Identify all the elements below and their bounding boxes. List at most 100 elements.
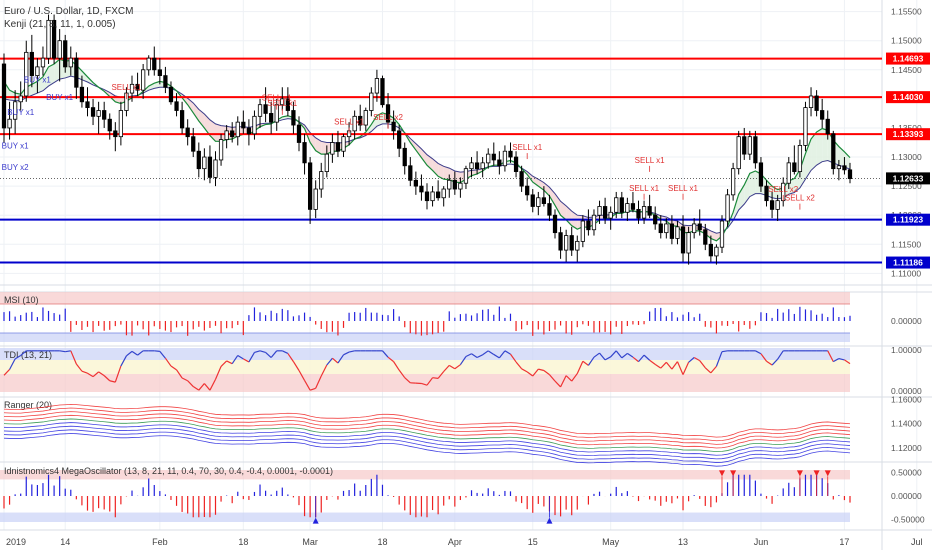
bullish-candle xyxy=(219,140,222,160)
bearish-candle xyxy=(793,163,796,172)
bullish-candle xyxy=(459,183,462,189)
tdi-line-segment xyxy=(154,351,160,352)
bearish-candle xyxy=(815,96,818,111)
bullish-candle xyxy=(442,189,445,198)
bearish-candle xyxy=(208,157,211,177)
bullish-candle xyxy=(537,198,540,207)
bearish-candle xyxy=(242,122,245,128)
bullish-candle xyxy=(481,163,484,169)
buy-signal-label: BUY x2 xyxy=(2,163,30,172)
msi-title: MSI (10) xyxy=(4,295,39,305)
bearish-candle xyxy=(587,221,590,230)
ranger-tick-label: 1.12000 xyxy=(891,443,922,453)
bullish-candle xyxy=(431,192,434,201)
x-tick-label: Feb xyxy=(152,537,168,547)
bullish-candle xyxy=(19,96,22,102)
x-tick-label: 2019 xyxy=(6,537,26,547)
bullish-candle xyxy=(809,96,812,108)
bullish-candle xyxy=(375,79,378,94)
bearish-candle xyxy=(648,206,651,215)
bearish-candle xyxy=(498,160,501,166)
price-tick-label: 1.11000 xyxy=(891,268,921,278)
bullish-candle xyxy=(147,58,150,70)
support-level-label: 1.11186 xyxy=(893,258,923,268)
price-tick-label: 1.11500 xyxy=(891,239,921,249)
bullish-candle xyxy=(731,169,734,195)
bearish-candle xyxy=(175,102,178,111)
bearish-candle xyxy=(180,111,183,128)
bearish-candle xyxy=(247,128,250,134)
bullish-candle xyxy=(8,119,11,128)
bullish-candle xyxy=(325,154,328,171)
bearish-candle xyxy=(475,163,478,169)
bearish-candle xyxy=(114,131,117,137)
bullish-candle xyxy=(626,204,629,213)
bullish-candle xyxy=(687,233,690,253)
bearish-candle xyxy=(492,154,495,160)
bullish-candle xyxy=(331,143,334,155)
bullish-candle xyxy=(665,224,668,233)
bearish-candle xyxy=(403,148,406,165)
tdi-title: TDI (13, 21) xyxy=(4,350,52,360)
bearish-candle xyxy=(186,128,189,137)
bullish-candle xyxy=(236,122,239,137)
bearish-candle xyxy=(414,180,417,186)
tdi-panel[interactable]: TDI (13, 21) xyxy=(0,348,850,392)
ema-cloud-segment xyxy=(321,141,327,154)
bullish-candle xyxy=(203,157,206,169)
bearish-candle xyxy=(548,204,551,216)
bearish-candle xyxy=(559,233,562,250)
bullish-candle xyxy=(448,180,451,189)
bearish-candle xyxy=(292,111,295,126)
bearish-candle xyxy=(553,215,556,232)
bearish-candle xyxy=(759,163,762,186)
resistance-level-label: 1.14693 xyxy=(893,54,924,64)
bullish-candle xyxy=(258,105,261,117)
sell-signal-label: SELL x1 xyxy=(512,143,542,152)
bearish-candle xyxy=(670,224,673,239)
x-tick-label: Mar xyxy=(302,537,318,547)
buy-signal-label: BUY x1 xyxy=(46,93,74,102)
bearish-candle xyxy=(392,122,395,131)
mega-title: Idnistnomics4 MegaOscillator (13, 8, 21,… xyxy=(4,466,333,476)
bullish-candle xyxy=(798,145,801,171)
bullish-candle xyxy=(370,93,373,110)
x-tick-label: 13 xyxy=(678,537,688,547)
bearish-candle xyxy=(197,151,200,168)
bearish-candle xyxy=(743,137,746,154)
price-tick-label: 1.15000 xyxy=(891,36,922,46)
bearish-candle xyxy=(620,198,623,213)
ema-cloud-segment xyxy=(750,171,756,197)
bullish-candle xyxy=(470,163,473,169)
bullish-candle xyxy=(642,206,645,218)
bullish-candle xyxy=(36,67,39,76)
bearish-candle xyxy=(102,111,105,120)
current-price-label: 1.12633 xyxy=(893,173,924,183)
bullish-candle xyxy=(804,108,807,146)
mega-tick-label: 0.50000 xyxy=(891,467,922,477)
bearish-candle xyxy=(514,157,517,172)
bearish-candle xyxy=(570,236,573,251)
x-tick-label: May xyxy=(602,537,620,547)
bullish-candle xyxy=(581,221,584,241)
bearish-candle xyxy=(509,151,512,157)
price-tick-label: 1.15500 xyxy=(891,7,922,17)
bullish-candle xyxy=(776,201,779,210)
bullish-candle xyxy=(598,206,601,215)
x-tick-label: 15 xyxy=(528,537,538,547)
bearish-candle xyxy=(297,125,300,142)
bearish-candle xyxy=(108,119,111,131)
buy-signal-label: BUY x1 xyxy=(2,141,30,150)
bullish-candle xyxy=(25,52,28,96)
bearish-candle xyxy=(826,119,829,134)
sell-signal-label: SELL x2 xyxy=(373,113,403,122)
bullish-candle xyxy=(737,137,740,169)
bullish-candle xyxy=(214,160,217,177)
price-tick-label: 1.13000 xyxy=(891,152,922,162)
mega-tick-label: -0.50000 xyxy=(891,515,925,525)
bullish-candle xyxy=(748,137,751,154)
resistance-level-label: 1.14030 xyxy=(893,92,924,102)
bullish-candle xyxy=(97,111,100,117)
symbol-title: Euro / U.S. Dollar, 1D, FXCM xyxy=(4,6,133,17)
